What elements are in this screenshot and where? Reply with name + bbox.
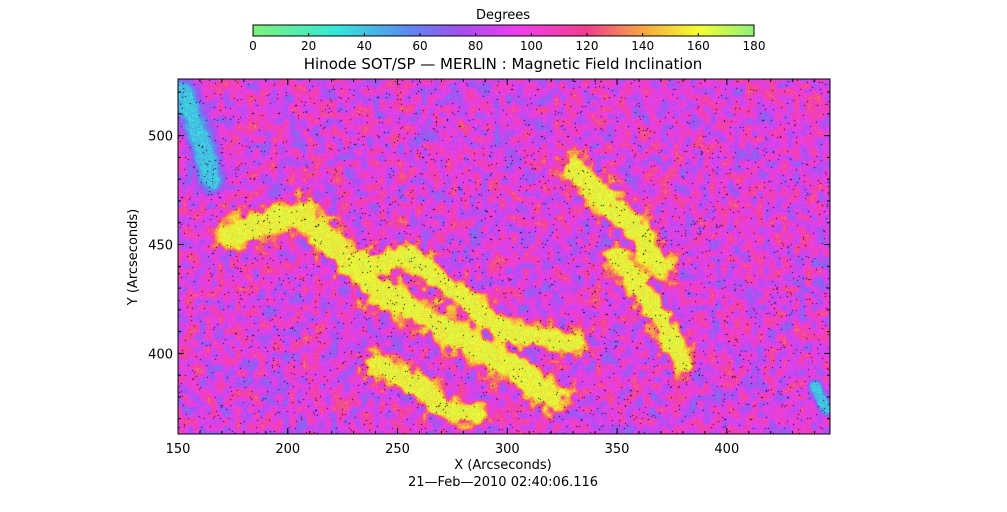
colorbar-tick-label: 120 bbox=[576, 39, 599, 53]
x-axis-label: X (Arcseconds) bbox=[454, 458, 551, 473]
x-tick-label: 300 bbox=[495, 442, 520, 457]
chart-title: Hinode SOT/SP — MERLIN : Magnetic Field … bbox=[304, 55, 703, 73]
colorbar-tick-label: 60 bbox=[412, 39, 427, 53]
y-axis-label: Y (Arcseconds) bbox=[126, 209, 141, 306]
colorbar-tick-label: 160 bbox=[687, 39, 710, 53]
colorbar-tick-label: 180 bbox=[743, 39, 766, 53]
x-tick-label: 350 bbox=[605, 442, 630, 457]
timestamp: 21—Feb—2010 02:40:06.116 bbox=[408, 475, 598, 490]
colorbar-tick-label: 140 bbox=[631, 39, 654, 53]
heatmap-image bbox=[178, 79, 830, 434]
x-axis: 150 200 250 300 350 400 bbox=[166, 79, 816, 457]
y-tick-label: 450 bbox=[148, 239, 173, 254]
x-tick-label: 400 bbox=[714, 442, 739, 457]
heatmap bbox=[178, 79, 830, 434]
colorbar-tick-label: 80 bbox=[468, 39, 483, 53]
plot-frame bbox=[177, 78, 831, 435]
colorbar-tick-label: 100 bbox=[520, 39, 543, 53]
colorbar-tick-label: 0 bbox=[249, 39, 257, 53]
x-tick-label: 150 bbox=[166, 442, 191, 457]
y-tick-label: 500 bbox=[148, 130, 173, 145]
colorbar-tick-label: 20 bbox=[301, 39, 316, 53]
colorbar-tick-label: 40 bbox=[357, 39, 372, 53]
colorbar bbox=[252, 24, 755, 37]
x-tick-label: 200 bbox=[275, 442, 300, 457]
colorbar-label: Degrees bbox=[476, 8, 530, 23]
y-tick-label: 400 bbox=[148, 347, 173, 362]
y-axis: 400 450 500 bbox=[148, 91, 830, 420]
colorbar-ticks: 0 20 40 60 80 100 120 140 160 180 bbox=[249, 33, 765, 53]
x-tick-label: 250 bbox=[385, 442, 410, 457]
